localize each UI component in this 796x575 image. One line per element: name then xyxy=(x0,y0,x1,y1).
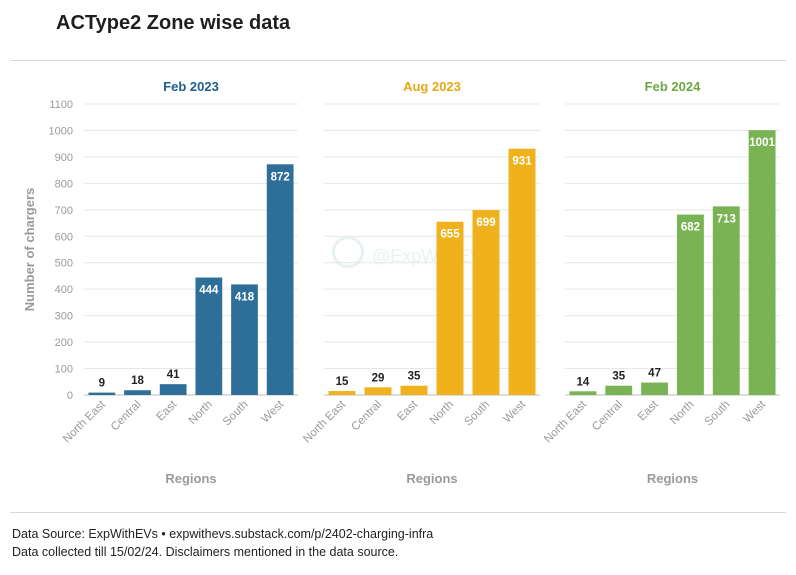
bar xyxy=(569,391,597,395)
bar xyxy=(508,148,536,395)
data-label: 47 xyxy=(648,368,661,380)
data-label: 1001 xyxy=(749,137,775,149)
bar xyxy=(436,221,464,395)
bar xyxy=(159,384,187,395)
x-tick-label: South xyxy=(221,399,251,429)
data-label: 872 xyxy=(271,171,290,183)
data-label: 713 xyxy=(717,213,736,225)
data-label: 35 xyxy=(408,371,421,383)
y-tick-label: 800 xyxy=(55,178,73,190)
x-tick-label: Central xyxy=(590,399,625,434)
data-label: 35 xyxy=(612,371,625,383)
x-tick-label: South xyxy=(703,399,733,429)
data-label: 29 xyxy=(372,372,385,384)
y-tick-label: 1100 xyxy=(49,99,73,111)
bar xyxy=(605,385,633,395)
panel-title: Aug 2023 xyxy=(403,79,461,94)
bar xyxy=(195,277,223,395)
data-label: 444 xyxy=(199,285,219,297)
bar xyxy=(231,284,258,395)
bar xyxy=(748,130,776,395)
x-tick-label: North East xyxy=(542,398,589,445)
top-divider xyxy=(10,60,786,61)
y-tick-label: 900 xyxy=(55,152,73,164)
bar xyxy=(124,390,151,395)
x-tick-label: West xyxy=(259,398,286,425)
data-label: 9 xyxy=(99,378,105,390)
data-label: 931 xyxy=(512,156,532,168)
panel-title: Feb 2023 xyxy=(163,79,219,94)
x-tick-label: Central xyxy=(349,399,384,434)
x-tick-label: North East xyxy=(61,398,108,445)
y-tick-label: 700 xyxy=(55,205,73,217)
data-label: 14 xyxy=(577,376,590,388)
data-label: 418 xyxy=(235,291,255,303)
bar xyxy=(266,164,294,395)
data-label: 18 xyxy=(131,375,144,387)
panel-title: Feb 2024 xyxy=(645,79,701,94)
data-label: 699 xyxy=(476,217,495,229)
x-tick-label: East xyxy=(155,398,180,423)
bar xyxy=(472,210,500,395)
data-label: 682 xyxy=(681,222,700,234)
bar xyxy=(676,214,704,395)
footer-source: Data Source: ExpWithEVs • expwithevs.sub… xyxy=(12,527,434,541)
x-axis-label: Regions xyxy=(647,471,698,486)
y-tick-label: 300 xyxy=(55,311,73,323)
y-tick-label: 0 xyxy=(67,390,73,402)
data-label: 655 xyxy=(440,229,460,241)
x-tick-label: North xyxy=(187,399,215,427)
x-tick-label: North xyxy=(668,399,696,427)
x-tick-label: West xyxy=(501,398,528,425)
data-label: 41 xyxy=(167,369,180,381)
bar xyxy=(641,382,669,395)
bottom-divider xyxy=(10,512,786,513)
x-tick-label: East xyxy=(636,398,661,423)
x-tick-label: West xyxy=(741,398,768,425)
x-tick-label: Central xyxy=(109,399,144,434)
bar xyxy=(364,387,392,395)
bar xyxy=(88,392,116,395)
footer-note: Data collected till 15/02/24. Disclaimer… xyxy=(12,545,399,559)
y-tick-label: 100 xyxy=(55,364,73,376)
y-tick-label: 1000 xyxy=(49,125,73,137)
x-axis-label: Regions xyxy=(406,471,457,486)
bar xyxy=(400,385,428,395)
x-tick-label: North East xyxy=(301,398,348,445)
data-label: 15 xyxy=(336,376,349,388)
y-tick-label: 600 xyxy=(55,231,73,243)
x-tick-label: North xyxy=(428,399,456,427)
footer: Data Source: ExpWithEVs • expwithevs.sub… xyxy=(12,525,433,561)
x-axis-label: Regions xyxy=(165,471,216,486)
y-axis-label: Number of chargers xyxy=(22,188,37,312)
y-tick-label: 400 xyxy=(55,284,73,296)
chart-title: ACType2 Zone wise data xyxy=(56,12,291,34)
y-tick-label: 500 xyxy=(55,258,73,270)
x-tick-label: East xyxy=(395,398,420,423)
y-tick-label: 200 xyxy=(55,337,73,349)
bar xyxy=(712,206,740,395)
bar xyxy=(328,391,356,395)
x-tick-label: South xyxy=(462,399,492,429)
